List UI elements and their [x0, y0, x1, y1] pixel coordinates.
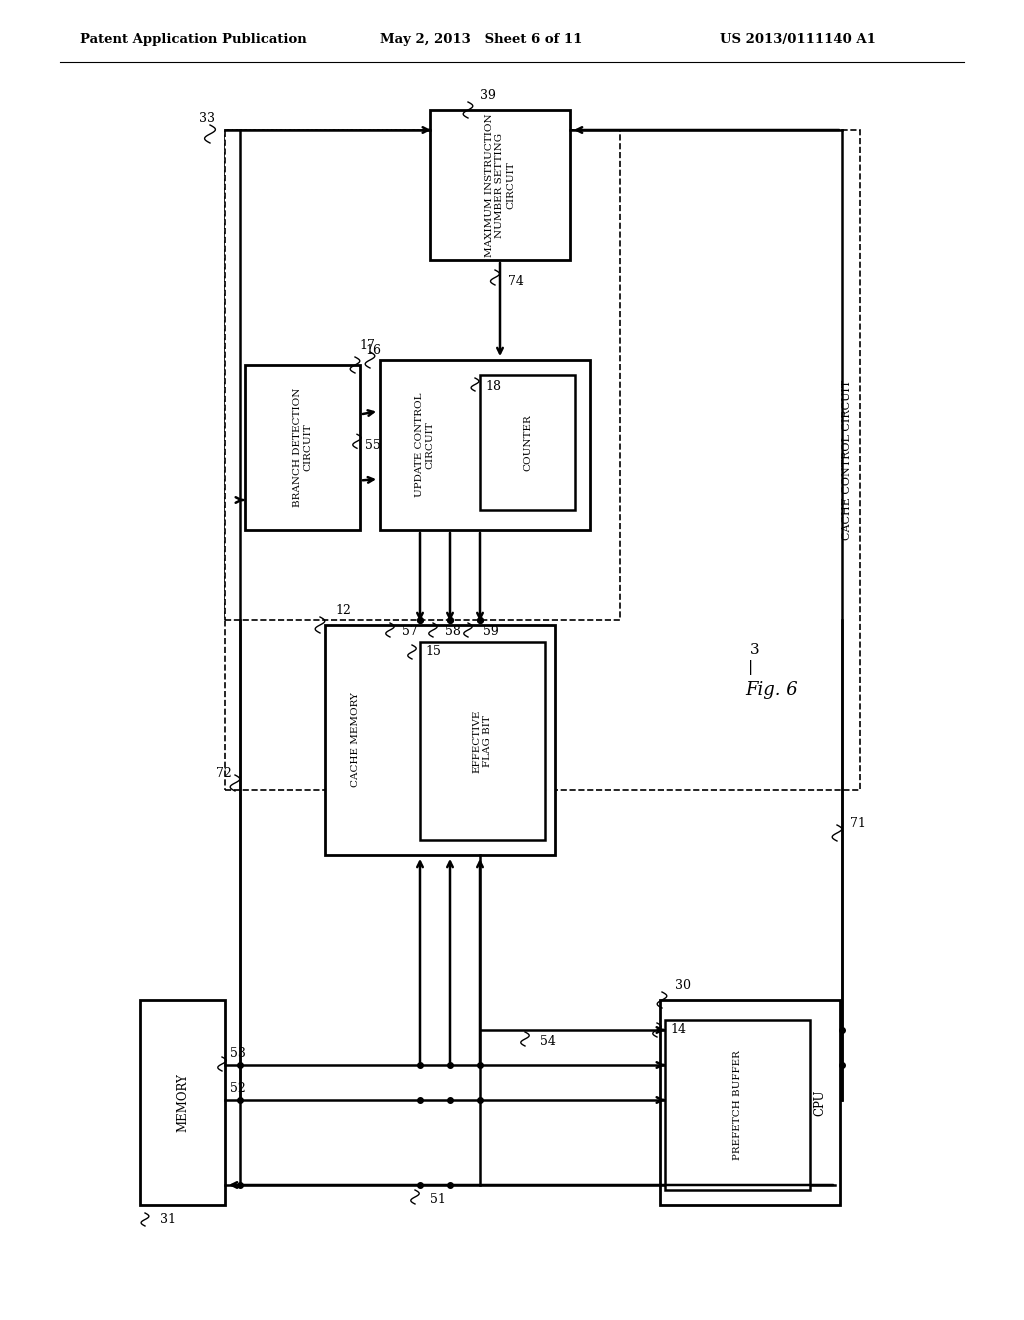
Text: 52: 52 [230, 1082, 246, 1096]
Text: Patent Application Publication: Patent Application Publication [80, 33, 307, 46]
Text: 72: 72 [216, 767, 232, 780]
Text: 54: 54 [540, 1035, 556, 1048]
Bar [325, 624, 555, 855]
Text: MAXIMUM INSTRUCTION
NUMBER SETTING
CIRCUIT: MAXIMUM INSTRUCTION NUMBER SETTING CIRCU… [485, 114, 515, 257]
Text: 15: 15 [425, 645, 441, 657]
Text: 53: 53 [230, 1047, 246, 1060]
Text: 31: 31 [160, 1213, 176, 1226]
Bar [225, 129, 860, 789]
Bar [225, 129, 620, 620]
Bar [665, 1020, 810, 1191]
Text: 17: 17 [359, 339, 375, 352]
Text: 71: 71 [850, 817, 866, 830]
Bar [245, 366, 360, 531]
Text: 57: 57 [402, 624, 418, 638]
Bar [420, 642, 545, 840]
Text: CPU: CPU [813, 1089, 826, 1115]
Text: 18: 18 [485, 380, 501, 393]
Text: 30: 30 [675, 979, 691, 993]
Text: 39: 39 [480, 88, 496, 102]
Text: Fig. 6: Fig. 6 [745, 681, 798, 700]
Bar [380, 360, 590, 531]
Text: CACHE MEMORY: CACHE MEMORY [350, 693, 359, 788]
Text: UPDATE CONTROL
CIRCUIT: UPDATE CONTROL CIRCUIT [416, 393, 435, 498]
Text: EFFECTIVE
FLAG BIT: EFFECTIVE FLAG BIT [473, 709, 493, 772]
Text: CACHE CONTROL CIRCUIT: CACHE CONTROL CIRCUIT [842, 380, 852, 540]
Text: MEMORY: MEMORY [176, 1073, 189, 1133]
Text: PREFETCH BUFFER: PREFETCH BUFFER [733, 1051, 742, 1160]
Text: BRANCH DETECTION
CIRCUIT: BRANCH DETECTION CIRCUIT [293, 388, 312, 507]
Text: 14: 14 [670, 1023, 686, 1036]
Bar [660, 1001, 840, 1205]
Text: 3: 3 [750, 643, 760, 657]
Text: 12: 12 [335, 605, 351, 616]
Text: 16: 16 [365, 345, 381, 356]
Text: 51: 51 [430, 1193, 445, 1206]
Bar [430, 110, 570, 260]
Text: 33: 33 [199, 112, 215, 125]
Text: 58: 58 [445, 624, 461, 638]
Text: 59: 59 [483, 624, 499, 638]
Bar [480, 375, 575, 510]
Text: May 2, 2013   Sheet 6 of 11: May 2, 2013 Sheet 6 of 11 [380, 33, 583, 46]
Text: COUNTER: COUNTER [523, 414, 532, 471]
Text: 74: 74 [508, 275, 524, 288]
Text: |: | [748, 660, 754, 675]
Bar [140, 1001, 225, 1205]
Text: US 2013/0111140 A1: US 2013/0111140 A1 [720, 33, 876, 46]
Text: 55: 55 [365, 440, 381, 453]
